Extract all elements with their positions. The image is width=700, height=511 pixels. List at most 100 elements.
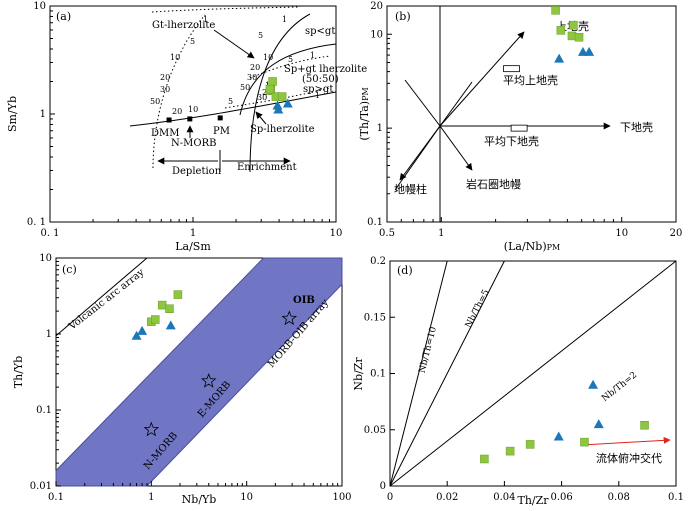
y-tick-label: 0.1 [367, 217, 383, 228]
y-tick-label: 20 [370, 1, 383, 12]
sample-square [551, 6, 560, 15]
melt-label-gt: 5 [190, 37, 195, 46]
ratio-line-label: Nb/Th=10 [418, 326, 439, 375]
x-tick-label: 0.1 [48, 492, 64, 503]
star-e-morb [201, 372, 217, 388]
axis-diag-upper [439, 81, 473, 127]
panel-b: (b) 0.5 1 10 20 0.1 1 10 20 (La/Nb)PM (Th/Ta)P… [358, 1, 682, 253]
volcanic-arc-label: Volcanic arc array [66, 267, 146, 333]
sample-square [277, 92, 287, 101]
reference-box [503, 65, 520, 73]
volcanic-arc-line [55, 257, 148, 337]
sp-gt-label-2: (50:50) [302, 74, 339, 85]
y-tick-label: 10 [33, 1, 46, 12]
axis-lith [439, 125, 473, 171]
panel-b-tag: (b) [395, 10, 411, 23]
panel-a-xlabel: La/Sm [175, 240, 211, 253]
x-tick-label: 0. 1 [40, 228, 59, 239]
source-pm [217, 115, 223, 121]
fluid-arrow [581, 436, 671, 446]
reference-box [510, 124, 528, 132]
oib-label: OIB [293, 295, 315, 306]
dmm-label: DMM [151, 128, 180, 139]
gt-lherzolite-pointer [213, 29, 255, 59]
panel-d-tag: (d) [397, 264, 413, 277]
sp-gt-label-3: sp>gt [303, 84, 333, 95]
panel-c-xlabel: Nb/Yb [182, 493, 217, 506]
ratio-line [389, 260, 505, 487]
y-tick-label: 10 [39, 253, 52, 264]
panel-b-frame [386, 5, 677, 223]
x-tick-label: 1 [148, 492, 154, 503]
melt-label-sp-lt-gt: 20 [250, 63, 260, 72]
melt-label-sp: 5 [228, 97, 233, 106]
sample-square [268, 77, 277, 86]
sp-lherzolite-label: Sp-lherzolite [250, 124, 315, 135]
avg-lower-label: 平均下地壳 [484, 134, 539, 148]
sp-gt-5050-curve [239, 43, 337, 116]
panel-c-ylabel: Th/Yb [12, 356, 25, 388]
sp-lherzolite-line [129, 91, 337, 127]
ratio-line-label: Nb/Th=2 [600, 370, 639, 404]
x-tick-label: 0.08 [608, 492, 630, 503]
y-tick-label: 0.2 [370, 256, 386, 267]
plume-label: 地幔柱 [394, 182, 427, 196]
melt-label-sp-lt-gt: 1 [282, 15, 287, 24]
melt-label-gt: 20 [160, 73, 170, 82]
y-tick-label: 1 [40, 109, 46, 120]
melt-label-sp-lt-gt: 50 [240, 83, 250, 92]
x-tick-label: 0.5 [379, 228, 395, 239]
sample-square [567, 31, 577, 41]
fluid-label: 流体俯冲交代 [596, 451, 662, 465]
y-tick-label: 0 [380, 481, 386, 492]
pm-label: PM [213, 126, 230, 137]
melt-label-gt: 30 [160, 85, 170, 94]
y-tick-label: 1 [377, 123, 383, 134]
avg-upper-label: 平均上地壳 [503, 73, 558, 87]
y-tick-label: 0.1 [36, 405, 52, 416]
melt-label-gt: 1 [203, 15, 208, 24]
sample-square [265, 84, 275, 94]
sample-triangle [554, 53, 565, 63]
sample-square [556, 26, 566, 35]
axis-diag-lower [394, 125, 441, 191]
sample-triangle [584, 46, 595, 56]
sample-triangle [272, 100, 283, 110]
x-tick-label: 0.06 [550, 492, 572, 503]
x-tick-label: 1 [438, 228, 444, 239]
ratio-line-label: Nb/Th=5 [464, 288, 492, 330]
sample-square [640, 421, 649, 430]
y-tick-label: 0. 1 [27, 217, 46, 228]
morb-oib-band [55, 257, 343, 487]
sample-square [574, 32, 584, 42]
panel-a-tag: (a) [56, 10, 71, 23]
panel-d: (d) 0 0.02 0.04 0.06 0.08 0.1 0 0.05 0.1 0.15 0.2… [352, 256, 684, 507]
y-tick-label: 0.01 [30, 481, 52, 492]
panel-a-ylabel: Sm/Yb [6, 96, 19, 132]
sample-square [157, 300, 167, 310]
depletion-label: Depletion [172, 166, 222, 177]
melt-label-sp-gt: 30 [257, 93, 267, 102]
sample-triangle [131, 330, 142, 340]
lower-crust-label: 下地壳 [620, 120, 653, 134]
melt-label-sp-gt: 1 [310, 51, 315, 60]
panel-d-xlabel: Th/Zr [517, 494, 549, 507]
x-tick-label: 20 [670, 228, 683, 239]
melt-label-gt: 10 [170, 53, 180, 62]
y-tick-label: 0.05 [364, 425, 386, 436]
lith-label: 岩石圈地幔 [466, 177, 521, 191]
panel-b-ylabel: (Th/Ta)PM [358, 87, 371, 140]
sample-square [525, 440, 535, 449]
sample-triangle [553, 431, 564, 441]
sample-square [151, 315, 160, 324]
melt-label-sp-lt-gt: 10 [263, 53, 273, 62]
panel-c-frame [55, 257, 343, 487]
panel-d-ylabel: Nb/Zr [352, 357, 365, 391]
sample-triangle [137, 325, 148, 335]
sample-triangle [273, 104, 284, 114]
gt-lherzolite-label: Gt-lherzolite [152, 20, 215, 31]
gt-lherzolite-curve [152, 14, 206, 169]
ratio-line [389, 260, 448, 487]
sample-square [505, 446, 515, 456]
